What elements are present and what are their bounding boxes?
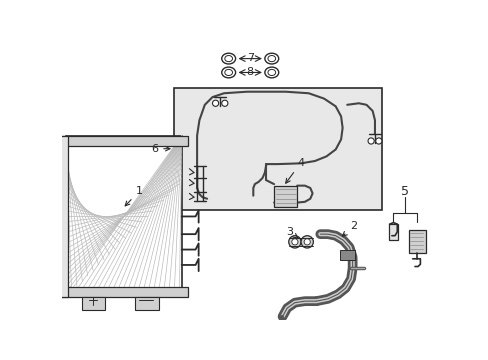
Circle shape: [304, 239, 310, 245]
Circle shape: [301, 236, 313, 248]
Text: 8: 8: [246, 67, 253, 77]
Text: 2: 2: [342, 221, 356, 236]
Ellipse shape: [264, 53, 278, 64]
Text: 7: 7: [246, 53, 253, 63]
Bar: [60, 136, 187, 147]
Text: 6: 6: [151, 144, 170, 154]
Circle shape: [375, 138, 381, 144]
Text: 3: 3: [285, 227, 298, 238]
Bar: [339, 249, 354, 260]
Bar: [66, 136, 182, 297]
Ellipse shape: [224, 69, 232, 76]
Ellipse shape: [221, 67, 235, 78]
Circle shape: [367, 138, 373, 144]
Text: 1: 1: [125, 186, 142, 206]
Text: 4: 4: [285, 158, 304, 183]
Ellipse shape: [224, 55, 232, 62]
Circle shape: [212, 100, 218, 106]
Text: 5: 5: [400, 185, 408, 198]
Bar: [408, 230, 425, 253]
Ellipse shape: [267, 55, 275, 62]
Bar: [174, 88, 381, 210]
Ellipse shape: [221, 53, 235, 64]
Bar: [274, 186, 297, 207]
Circle shape: [291, 239, 297, 245]
Circle shape: [221, 100, 227, 106]
Ellipse shape: [264, 67, 278, 78]
Bar: [135, 297, 158, 310]
Circle shape: [288, 236, 301, 248]
Ellipse shape: [267, 69, 275, 76]
Bar: [60, 287, 187, 297]
Bar: [388, 224, 397, 239]
Bar: [81, 297, 104, 310]
Bar: [57, 136, 68, 297]
